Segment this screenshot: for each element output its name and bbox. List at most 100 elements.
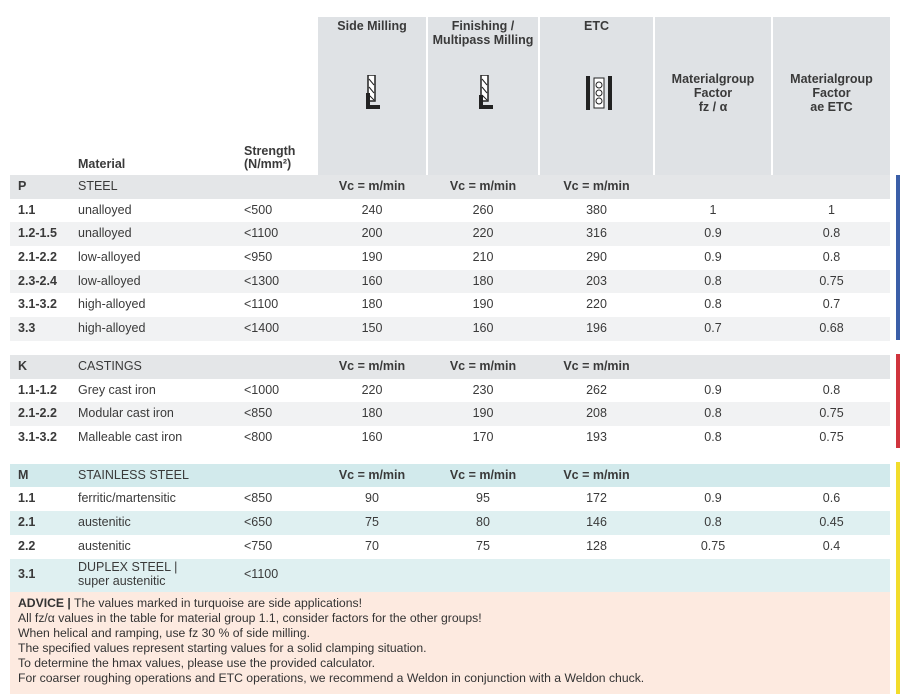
row-bg <box>10 246 890 270</box>
table-cell: 160 <box>472 321 494 336</box>
table-cell: 240 <box>361 202 383 217</box>
table-cell: 160 <box>361 273 383 288</box>
table-cell: 1 <box>828 202 835 217</box>
table-cell: 1.1 <box>18 491 36 506</box>
table-cell: 75 <box>476 538 490 553</box>
etc-icon <box>586 76 612 110</box>
table-cell: <950 <box>244 250 273 265</box>
row-bg <box>10 222 890 247</box>
advice-label: ADVICE | <box>18 596 71 610</box>
unit-label: Vc = m/min <box>449 178 517 193</box>
row-bg <box>10 269 890 294</box>
table-cell: 203 <box>586 273 607 288</box>
table-cell: 160 <box>361 429 383 444</box>
finishing-icon <box>475 75 493 109</box>
table-cell: <1300 <box>244 273 280 288</box>
table-cell: 0.45 <box>819 515 844 530</box>
header-cell: Strength (N/mm²) <box>244 143 296 172</box>
group-name: STEEL <box>78 178 118 193</box>
table-cell: 0.8 <box>704 429 722 444</box>
advice-line: When helical and ramping, use fz 30 % of… <box>18 626 310 640</box>
table-cell: 0.7 <box>822 297 841 312</box>
table-cell: 262 <box>586 382 607 397</box>
group-code: K <box>18 358 28 373</box>
table-cell: 0.9 <box>704 250 722 265</box>
table-cell: 290 <box>586 250 607 265</box>
row-bg <box>10 317 890 341</box>
table-cell: 0.8 <box>704 297 722 312</box>
table-cell: 2.3-2.4 <box>18 273 57 288</box>
table-cell: 170 <box>472 429 494 444</box>
table-cell: low-alloyed <box>78 273 141 288</box>
table-cell: 80 <box>476 515 490 530</box>
header-cell-bg <box>773 17 890 175</box>
table-cell: 0.75 <box>819 273 844 288</box>
table-cell: 180 <box>472 273 494 288</box>
row-bg <box>10 534 890 559</box>
group-code: M <box>18 467 29 482</box>
row-bg <box>10 511 890 535</box>
table-cell: austenitic <box>78 515 131 530</box>
table-cell: 0.75 <box>819 406 844 421</box>
table-cell: Malleable cast iron <box>78 429 183 444</box>
table-cell: Modular cast iron <box>78 406 174 421</box>
unit-label: Vc = m/min <box>338 358 406 373</box>
header-cell: Material <box>78 157 126 172</box>
table-cell: 200 <box>361 226 383 241</box>
side-milling-icon <box>362 75 380 109</box>
table-cell: 1.2-1.5 <box>18 226 57 241</box>
steel-marker <box>896 175 900 340</box>
advice: ADVICE | The values marked in turquoise … <box>10 591 890 694</box>
header-cell: ETC <box>584 19 609 33</box>
table-cell: unalloyed <box>78 226 132 241</box>
table-cell: 196 <box>586 321 607 336</box>
table-cell: <1000 <box>244 382 280 397</box>
table-cell: <850 <box>244 491 273 506</box>
table-cell: 0.6 <box>822 491 841 506</box>
advice-line: For coarser roughing operations and ETC … <box>18 671 645 685</box>
stainless-marker <box>896 462 900 694</box>
table-cell: low-alloyed <box>78 250 141 265</box>
table-cell: 3.3 <box>18 321 36 336</box>
table-cell: 230 <box>472 382 494 397</box>
table-cell: ferritic/martensitic <box>78 491 176 506</box>
table-cell: austenitic <box>78 538 131 553</box>
table-cell: <850 <box>244 406 273 421</box>
table-cell: 146 <box>586 515 607 530</box>
table-cell: 193 <box>586 429 607 444</box>
unit-label: Vc = m/min <box>563 467 630 482</box>
castings-marker <box>896 354 900 448</box>
table-cell: 0.75 <box>819 429 844 444</box>
table-cell: 0.9 <box>704 491 722 506</box>
table-cell: 0.9 <box>704 226 722 241</box>
group-row-bg <box>10 463 890 488</box>
table-cell: 3.1-3.2 <box>18 297 57 312</box>
table-cell: 190 <box>472 406 494 421</box>
table-cell: 190 <box>472 297 494 312</box>
table-cell: <1100 <box>244 297 279 312</box>
table-cell: 220 <box>586 297 607 312</box>
table-cell: 2.1-2.2 <box>18 250 57 265</box>
table-cell: 0.68 <box>819 321 844 336</box>
group-code: P <box>18 178 27 193</box>
unit-label: Vc = m/min <box>563 358 630 373</box>
table-cell: 180 <box>361 297 383 312</box>
advice-line: To determine the hmax values, please use… <box>18 656 376 670</box>
table-cell: <1100 <box>244 226 279 241</box>
table-cell: 210 <box>472 250 494 265</box>
header-cell: Finishing / Multipass Milling <box>432 19 534 47</box>
advice-line: The specified values represent starting … <box>18 641 427 655</box>
table-cell: 1.1 <box>18 202 36 217</box>
table-cell: 0.75 <box>700 538 726 553</box>
table-cell: 0.8 <box>822 250 841 265</box>
table-cell: 0.8 <box>822 226 841 241</box>
unit-label: Vc = m/min <box>338 467 406 482</box>
table-cell: 90 <box>365 491 379 506</box>
table-cell: 3.1 <box>18 567 36 582</box>
row-bg <box>10 402 890 426</box>
table-cell: 95 <box>476 491 490 506</box>
table-cell: 380 <box>586 202 607 217</box>
table-cell: 0.8 <box>704 273 722 288</box>
header-cell: Materialgroup Factor fz / α <box>671 72 755 114</box>
